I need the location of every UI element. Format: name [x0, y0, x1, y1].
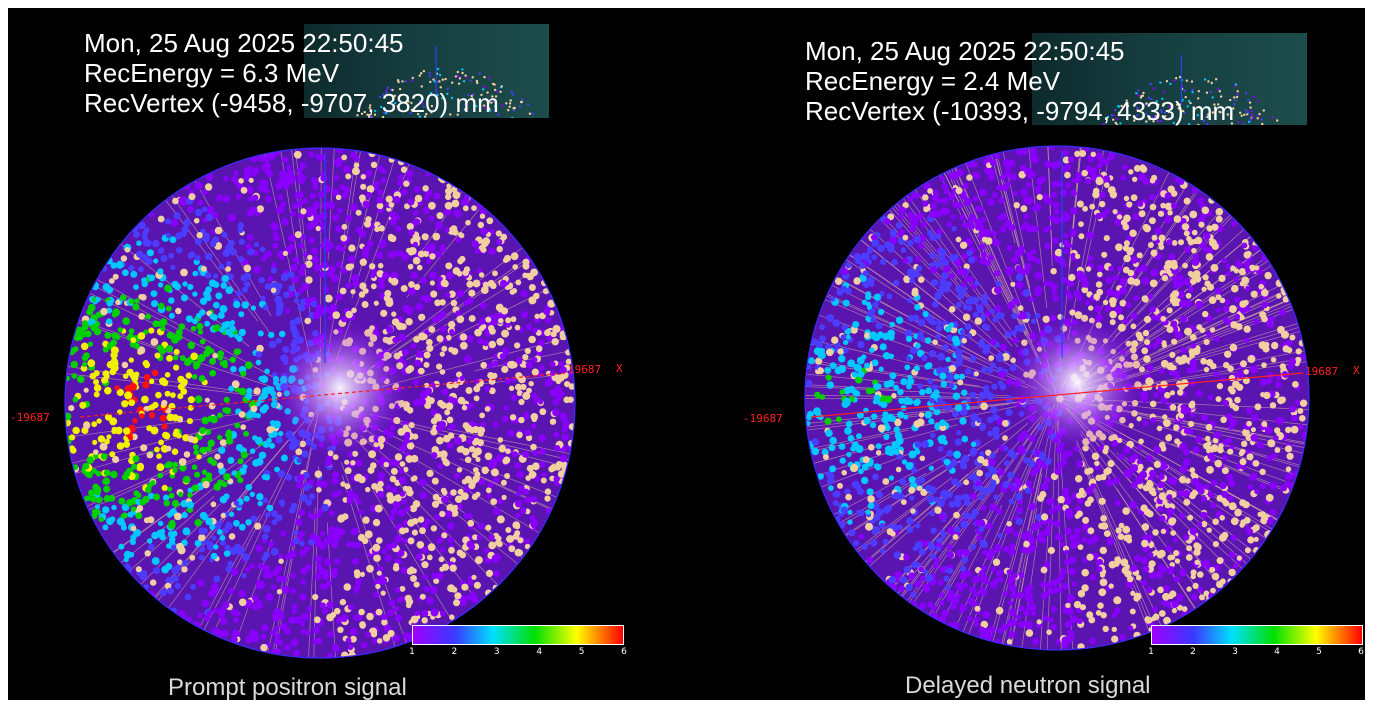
- x-axis-max-label: 19687: [568, 363, 602, 376]
- x-axis-max-label: 19687: [1305, 365, 1339, 378]
- event-display-figure: Mon, 25 Aug 2025 22:50:45 RecEnergy = 6.…: [8, 8, 1365, 701]
- sphere-outline: [804, 145, 1310, 651]
- inset-dome-hits: [356, 67, 534, 118]
- x-axis-min-label: -19687: [743, 412, 783, 425]
- x-axis-letter: X: [616, 362, 623, 375]
- detector-sphere-delayed: [804, 145, 1310, 651]
- colorbar-tick: 5: [1316, 647, 1322, 657]
- detector-inset-delayed: [1032, 33, 1307, 125]
- colorbar-tick: 4: [1274, 647, 1280, 657]
- vertex-glow: [270, 318, 410, 458]
- colorbar-tick: 3: [493, 647, 500, 657]
- colorbar-ticks-prompt: 1 2 3 4 5 6: [409, 647, 627, 657]
- vertex-glow: [1007, 313, 1147, 453]
- caption-prompt: Prompt positron signal: [168, 674, 407, 701]
- rec-vertex-text: RecVertex (-9458, -9707, 3820) mm: [84, 88, 499, 118]
- colorbar-ticks-delayed: 1 2 3 4 5 6: [1148, 647, 1364, 657]
- colorbar-tick: 1: [1148, 647, 1154, 657]
- timestamp-text: Mon, 25 Aug 2025 22:50:45: [805, 36, 1125, 66]
- delayed-panel: Mon, 25 Aug 2025 22:50:45 RecEnergy = 2.…: [689, 8, 1365, 700]
- sphere-outline: [64, 147, 576, 659]
- detector-sphere-prompt: [64, 147, 576, 659]
- rec-vertex-text: RecVertex (-10393, -9794, 4333) mm: [805, 96, 1235, 126]
- colorbar-prompt: [412, 625, 624, 645]
- colorbar-tick: 6: [621, 647, 627, 657]
- colorbar-tick: 2: [1190, 647, 1196, 657]
- colorbar-tick: 6: [1358, 647, 1364, 657]
- event-info-delayed: Mon, 25 Aug 2025 22:50:45 RecEnergy = 2.…: [805, 36, 1234, 126]
- x-axis-letter: X: [1353, 364, 1360, 377]
- detector-inset-prompt: [304, 24, 549, 118]
- x-axis-line: [810, 372, 1304, 418]
- rec-energy-text: RecEnergy = 2.4 MeV: [805, 66, 1061, 96]
- colorbar-tick: 2: [451, 647, 458, 657]
- x-axis-min-label: -19687: [10, 411, 50, 424]
- caption-delayed: Delayed neutron signal: [905, 672, 1151, 699]
- colorbar-delayed: [1151, 625, 1363, 645]
- timestamp-text: Mon, 25 Aug 2025 22:50:45: [84, 28, 404, 58]
- prompt-panel: Mon, 25 Aug 2025 22:50:45 RecEnergy = 6.…: [8, 8, 684, 701]
- colorbar-tick: 3: [1232, 647, 1238, 657]
- colorbar-tick: 1: [409, 647, 415, 657]
- colorbar-tick: 5: [578, 647, 585, 657]
- inset-dome-hits: [1102, 75, 1279, 125]
- inset-dome: [1102, 55, 1279, 125]
- colorbar-tick: 4: [536, 647, 543, 657]
- event-info-prompt: Mon, 25 Aug 2025 22:50:45 RecEnergy = 6.…: [84, 28, 499, 118]
- x-axis-line: [79, 372, 567, 418]
- rec-energy-text: RecEnergy = 6.3 MeV: [84, 58, 340, 88]
- inset-dome: [356, 46, 534, 118]
